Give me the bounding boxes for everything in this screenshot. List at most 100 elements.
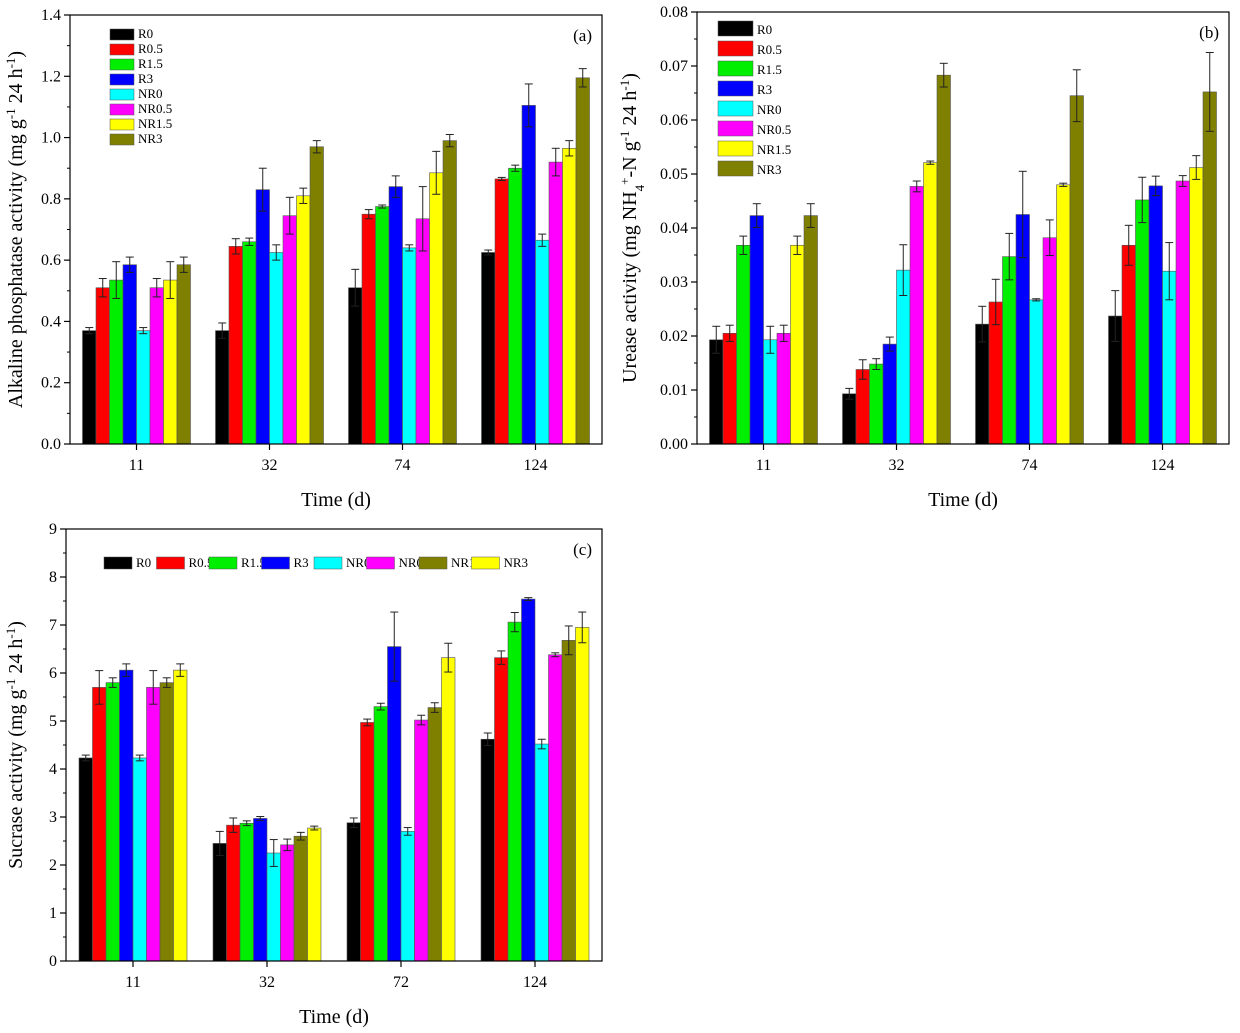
legend-swatch-NR0	[313, 556, 343, 570]
bar-R0.5-32	[226, 824, 241, 962]
bar-NR0.5-74	[415, 218, 430, 445]
bar-R3-11	[122, 264, 137, 445]
panel-label: (b)	[1199, 23, 1219, 42]
bar-R0-32	[212, 843, 227, 962]
y-tick-label: 0.00	[660, 436, 688, 453]
y-tick-label: 0.08	[660, 4, 688, 21]
bar-R0-124	[480, 738, 495, 962]
bar-NR0-74	[402, 247, 417, 445]
legend-swatch-NR1.5	[418, 556, 448, 570]
legend-label-NR1.5: NR1.5	[757, 142, 791, 157]
bar-NR1.5-11	[790, 244, 805, 445]
bar-R1.5-124	[1135, 199, 1150, 445]
legend-swatch-NR1.5	[109, 118, 135, 131]
bar-NR3-32	[309, 146, 324, 445]
bar-R0.5-11	[92, 687, 107, 962]
legend-label-R0.5: R0.5	[138, 41, 163, 56]
bar-NR3-124	[1202, 91, 1217, 445]
bar-NR0-124	[534, 743, 549, 962]
panel-label: (a)	[573, 26, 592, 45]
bar-NR0.5-32	[909, 186, 924, 445]
bar-NR0.5-72	[414, 719, 429, 962]
bar-R1.5-11	[736, 244, 751, 445]
y-tick-label: 0.01	[660, 382, 688, 399]
bar-R0.5-74	[361, 213, 376, 445]
y-tick-label: 6	[49, 665, 57, 682]
y-tick-label: 0	[49, 953, 57, 970]
x-tick-label: 74	[1022, 457, 1038, 474]
bar-NR0.5-124	[548, 654, 563, 962]
bar-NR1.5-124	[562, 147, 577, 445]
x-axis-label: Time (d)	[299, 1006, 369, 1028]
bar-R0.5-32	[855, 369, 870, 445]
bar-NR0-124	[535, 239, 550, 445]
bar-R0.5-72	[360, 722, 375, 962]
bar-R0-72	[346, 822, 361, 962]
y-tick-label: 2	[49, 857, 57, 874]
legend-label-NR0: NR0	[346, 555, 371, 570]
bar-NR0.5-74	[1042, 237, 1057, 445]
bar-R0.5-32	[228, 246, 243, 445]
legend-label-NR3: NR3	[138, 131, 163, 146]
bar-NR0-72	[400, 831, 415, 962]
y-tick-label: 1.2	[41, 68, 61, 85]
y-tick-label: 0.07	[660, 58, 688, 75]
chart-panel-a: 0.0 0.2 0.4 0.6 0.8 1.0 1.2 1.4 11 32 74 124 Time (d…	[3, 7, 603, 511]
legend-swatch-R1.5	[208, 556, 238, 570]
bar-R3-32	[882, 343, 897, 445]
legend-label-R1.5: R1.5	[138, 56, 163, 71]
bar-R0-74	[348, 287, 363, 445]
bar-NR1.5-124	[1189, 167, 1204, 445]
x-tick-label: 11	[129, 457, 144, 474]
legend-swatch-R1.5	[109, 58, 135, 71]
y-axis-label-group: Alkaline phosphatase activity (mg g-1 24…	[3, 51, 28, 408]
legend-swatch-NR3	[717, 160, 754, 177]
bar-NR0.5-124	[1175, 180, 1190, 445]
bar-R0.5-11	[95, 287, 110, 445]
legend-swatch-R0	[717, 20, 754, 37]
bar-R3-11	[749, 215, 764, 445]
bar-R3-72	[387, 646, 402, 962]
y-axis-label-group: Sucrase activity (mg g-1 24 h-1)	[3, 621, 28, 869]
y-tick-label: 1.4	[41, 7, 61, 24]
x-tick-label: 124	[523, 974, 547, 991]
bar-R0-11	[709, 339, 724, 445]
bar-R0.5-124	[494, 657, 509, 962]
y-tick-label: 1.0	[41, 130, 61, 147]
legend-label-R3: R3	[757, 82, 772, 97]
bar-NR0.5-11	[149, 287, 164, 445]
y-tick-label: 0.05	[660, 166, 688, 183]
legend-label-R3: R3	[294, 555, 309, 570]
x-tick-label: 124	[524, 457, 548, 474]
bar-NR3-11	[173, 669, 188, 962]
bar-NR1.5-72	[427, 707, 442, 962]
bar-NR3-32	[936, 74, 951, 445]
y-axis-label-group: Urease activity (mg NH4+-N g-1 24 h-1)	[617, 73, 647, 383]
bar-NR1.5-74	[429, 172, 444, 445]
legend-label-NR3: NR3	[757, 162, 782, 177]
bar-NR0-32	[269, 252, 284, 445]
legend-swatch-R0.5	[717, 40, 754, 57]
legend-label-R0: R0	[136, 555, 151, 570]
panel-label: (c)	[573, 540, 592, 559]
legend-label-R0: R0	[757, 22, 772, 37]
x-axis-label: Time (d)	[301, 489, 371, 511]
y-tick-label: 7	[49, 617, 57, 634]
bar-NR1.5-74	[1056, 184, 1071, 445]
chart-panel-b: 0.00 0.01 0.02 0.03 0.04 0.05 0.06 0.07 0.08 11 32…	[617, 4, 1230, 511]
bar-NR3-11	[176, 264, 191, 445]
bar-R1.5-74	[375, 206, 390, 445]
legend-swatch-R3	[717, 80, 754, 97]
bar-NR0-32	[896, 269, 911, 445]
legend-swatch-NR0.5	[717, 120, 754, 137]
legend-label-R0.5: R0.5	[757, 42, 782, 57]
legend-label-NR1.5: NR1.5	[138, 116, 172, 131]
x-tick-label: 124	[1151, 457, 1175, 474]
legend-swatch-NR0	[717, 100, 754, 117]
bar-R0-32	[215, 330, 230, 445]
bar-NR1.5-32	[923, 162, 938, 445]
x-axis-label: Time (d)	[928, 489, 998, 511]
y-axis-label: Alkaline phosphatase activity (mg g-1 24…	[3, 51, 28, 408]
bar-NR3-124	[575, 77, 590, 445]
bar-R3-32	[253, 818, 268, 962]
